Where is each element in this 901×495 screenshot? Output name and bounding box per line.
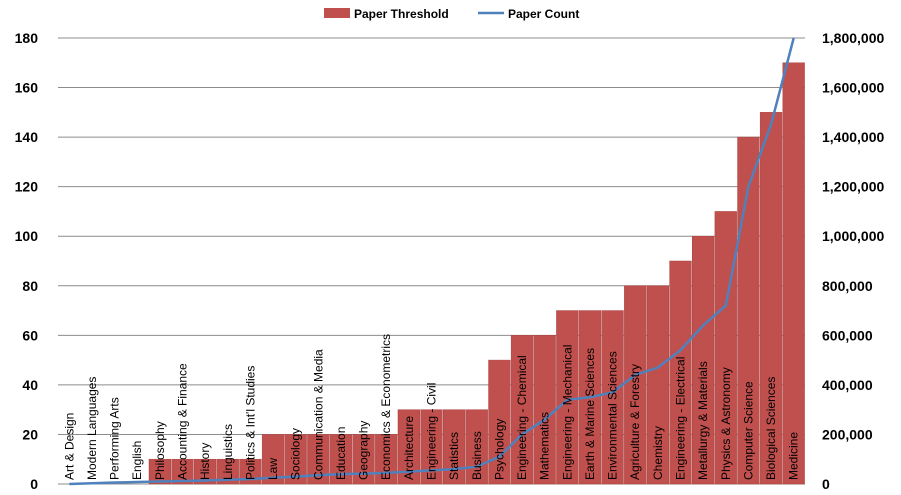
category-label: Computer Science — [741, 381, 755, 480]
left-tick-label: 60 — [22, 327, 38, 343]
category-label: Engineering - Civil — [425, 383, 439, 480]
category-label: Geography — [357, 421, 371, 480]
category-label: Philosophy — [153, 421, 167, 480]
left-tick-label: 40 — [22, 377, 38, 393]
left-axis-ticks: 0 20 40 60 80 100 120 140 160 180 — [15, 30, 39, 492]
category-label: Physics & Astronomy — [719, 367, 733, 480]
left-tick-label: 100 — [15, 228, 39, 244]
right-tick-label: 1,800,000 — [822, 30, 884, 46]
category-label: Linguistics — [221, 424, 235, 480]
category-label: Business — [470, 431, 484, 480]
right-tick-label: 1,000,000 — [822, 228, 884, 244]
category-label: Politics & Int'l Studies — [243, 366, 257, 480]
right-axis-ticks: 0 200,000 400,000 600,000 800,000 1,000,000 1,… — [822, 30, 884, 492]
category-label: Education — [334, 427, 348, 480]
category-label: History — [198, 443, 212, 480]
category-label: Engineering - Electrical — [674, 357, 688, 480]
threshold-bar — [352, 434, 375, 485]
threshold-bar — [646, 285, 669, 485]
right-tick-label: 1,600,000 — [822, 80, 884, 96]
category-label: Architecture — [402, 416, 416, 480]
threshold-bar — [669, 260, 692, 485]
left-tick-label: 140 — [15, 129, 39, 145]
threshold-bar — [171, 458, 194, 485]
category-label: Chemistry — [651, 426, 665, 480]
threshold-bar — [510, 335, 534, 485]
category-label: Metallurgy & Materials — [696, 361, 710, 480]
right-tick-label: 200,000 — [822, 426, 873, 442]
category-label: Psychology — [492, 419, 506, 480]
legend-label-paper-count: Paper Count — [508, 7, 579, 21]
threshold-bar — [556, 310, 579, 485]
category-label: Earth & Marine Sciences — [583, 348, 597, 480]
threshold-bar — [397, 409, 420, 485]
category-label: Accounting & Finance — [176, 363, 190, 480]
category-label: Medicine — [787, 432, 801, 480]
category-label: Engineering - Mechanical — [560, 345, 574, 480]
right-tick-label: 1,400,000 — [822, 129, 884, 145]
threshold-bar — [759, 112, 783, 485]
category-label: Sociology — [289, 428, 303, 480]
category-labels: Art & Design Modern Languages Performing A… — [62, 334, 800, 480]
category-label: Law — [266, 458, 280, 480]
category-label: Art & Design — [62, 413, 76, 480]
category-label: Economics & Econometrics — [379, 334, 393, 480]
right-tick-label: 600,000 — [822, 327, 873, 343]
category-label: Mathematics — [538, 412, 552, 480]
paper-count-line — [69, 37, 795, 486]
threshold-bar — [148, 458, 171, 485]
left-tick-label: 120 — [15, 179, 39, 195]
category-label: Agriculture & Forestry — [628, 364, 642, 480]
category-label: Engineering - Chemical — [515, 355, 529, 480]
legend: Paper Threshold Paper Count — [324, 7, 579, 21]
threshold-bar — [692, 235, 715, 485]
threshold-bar — [420, 409, 443, 485]
threshold-bar — [284, 434, 307, 485]
threshold-bar — [737, 136, 760, 485]
threshold-bar — [624, 285, 647, 485]
category-label: Statistics — [447, 432, 461, 480]
gridlines — [58, 37, 805, 485]
threshold-bar — [329, 434, 353, 485]
threshold-bar — [443, 409, 466, 485]
threshold-bar — [261, 434, 285, 485]
category-label: English — [130, 441, 144, 480]
category-label: Biological Sciences — [764, 377, 778, 480]
category-label: Performing Arts — [108, 397, 122, 480]
left-tick-label: 180 — [15, 30, 39, 46]
threshold-bar — [307, 434, 330, 485]
left-tick-label: 0 — [30, 476, 38, 492]
left-tick-label: 80 — [22, 278, 38, 294]
right-tick-label: 1,200,000 — [822, 179, 884, 195]
category-label: Communication & Media — [311, 349, 325, 480]
left-tick-label: 20 — [22, 426, 38, 442]
right-tick-label: 0 — [822, 476, 830, 492]
category-label: Environmental Sciences — [606, 351, 620, 480]
threshold-bar — [194, 458, 217, 485]
threshold-bar — [216, 458, 239, 485]
threshold-bar — [782, 62, 805, 485]
threshold-bars — [148, 62, 805, 485]
right-tick-label: 400,000 — [822, 377, 873, 393]
threshold-bar — [601, 310, 624, 485]
legend-label-paper-threshold: Paper Threshold — [354, 7, 449, 21]
right-tick-label: 800,000 — [822, 278, 873, 294]
category-label: Modern Languages — [85, 377, 99, 480]
left-tick-label: 160 — [15, 80, 39, 96]
legend-swatch-paper-threshold — [324, 8, 350, 18]
